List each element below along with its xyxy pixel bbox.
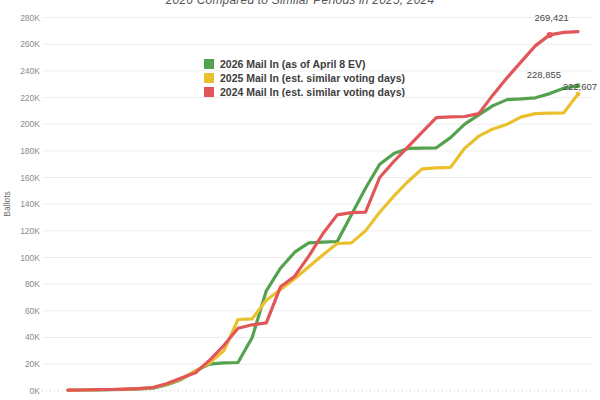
data-point-marker[interactable] [576,92,581,97]
y-tick-label: 220K [20,93,40,103]
y-tick-label: 240K [20,66,40,76]
line-chart-plot: 0K 20K 40K 60K 80K 100K 120K 140K 160K 180K 200K 22… [0,0,600,400]
y-tick-label: 160K [20,173,40,183]
y-tick-label: 80K [25,279,40,289]
y-tick-label: 280K [20,13,40,23]
y-axis-label: Ballots [2,191,12,217]
value-label-2024: 269,421 [534,12,568,23]
y-tick-label: 180K [20,146,40,156]
y-tick-label: 20K [25,359,40,369]
y-tick-label: 120K [20,226,40,236]
y-tick-label: 0K [30,386,41,396]
value-label-2026: 228,855 [527,69,561,80]
y-tick-label: 140K [20,199,40,209]
y-tick-label: 100K [20,253,40,263]
y-tick-label: 260K [20,39,40,49]
series-line-2024-mail-in[interactable] [68,32,578,390]
y-tick-label: 40K [25,332,40,342]
y-tick-label: 200K [20,119,40,129]
value-label-2025: 222,607 [563,81,597,92]
chart-container: 2026 Compared to Similar Periods in 2025… [0,0,600,400]
data-point-marker[interactable] [547,32,553,38]
y-tick-label: 60K [25,306,40,316]
series-line-2026-mail-in[interactable] [68,86,578,390]
